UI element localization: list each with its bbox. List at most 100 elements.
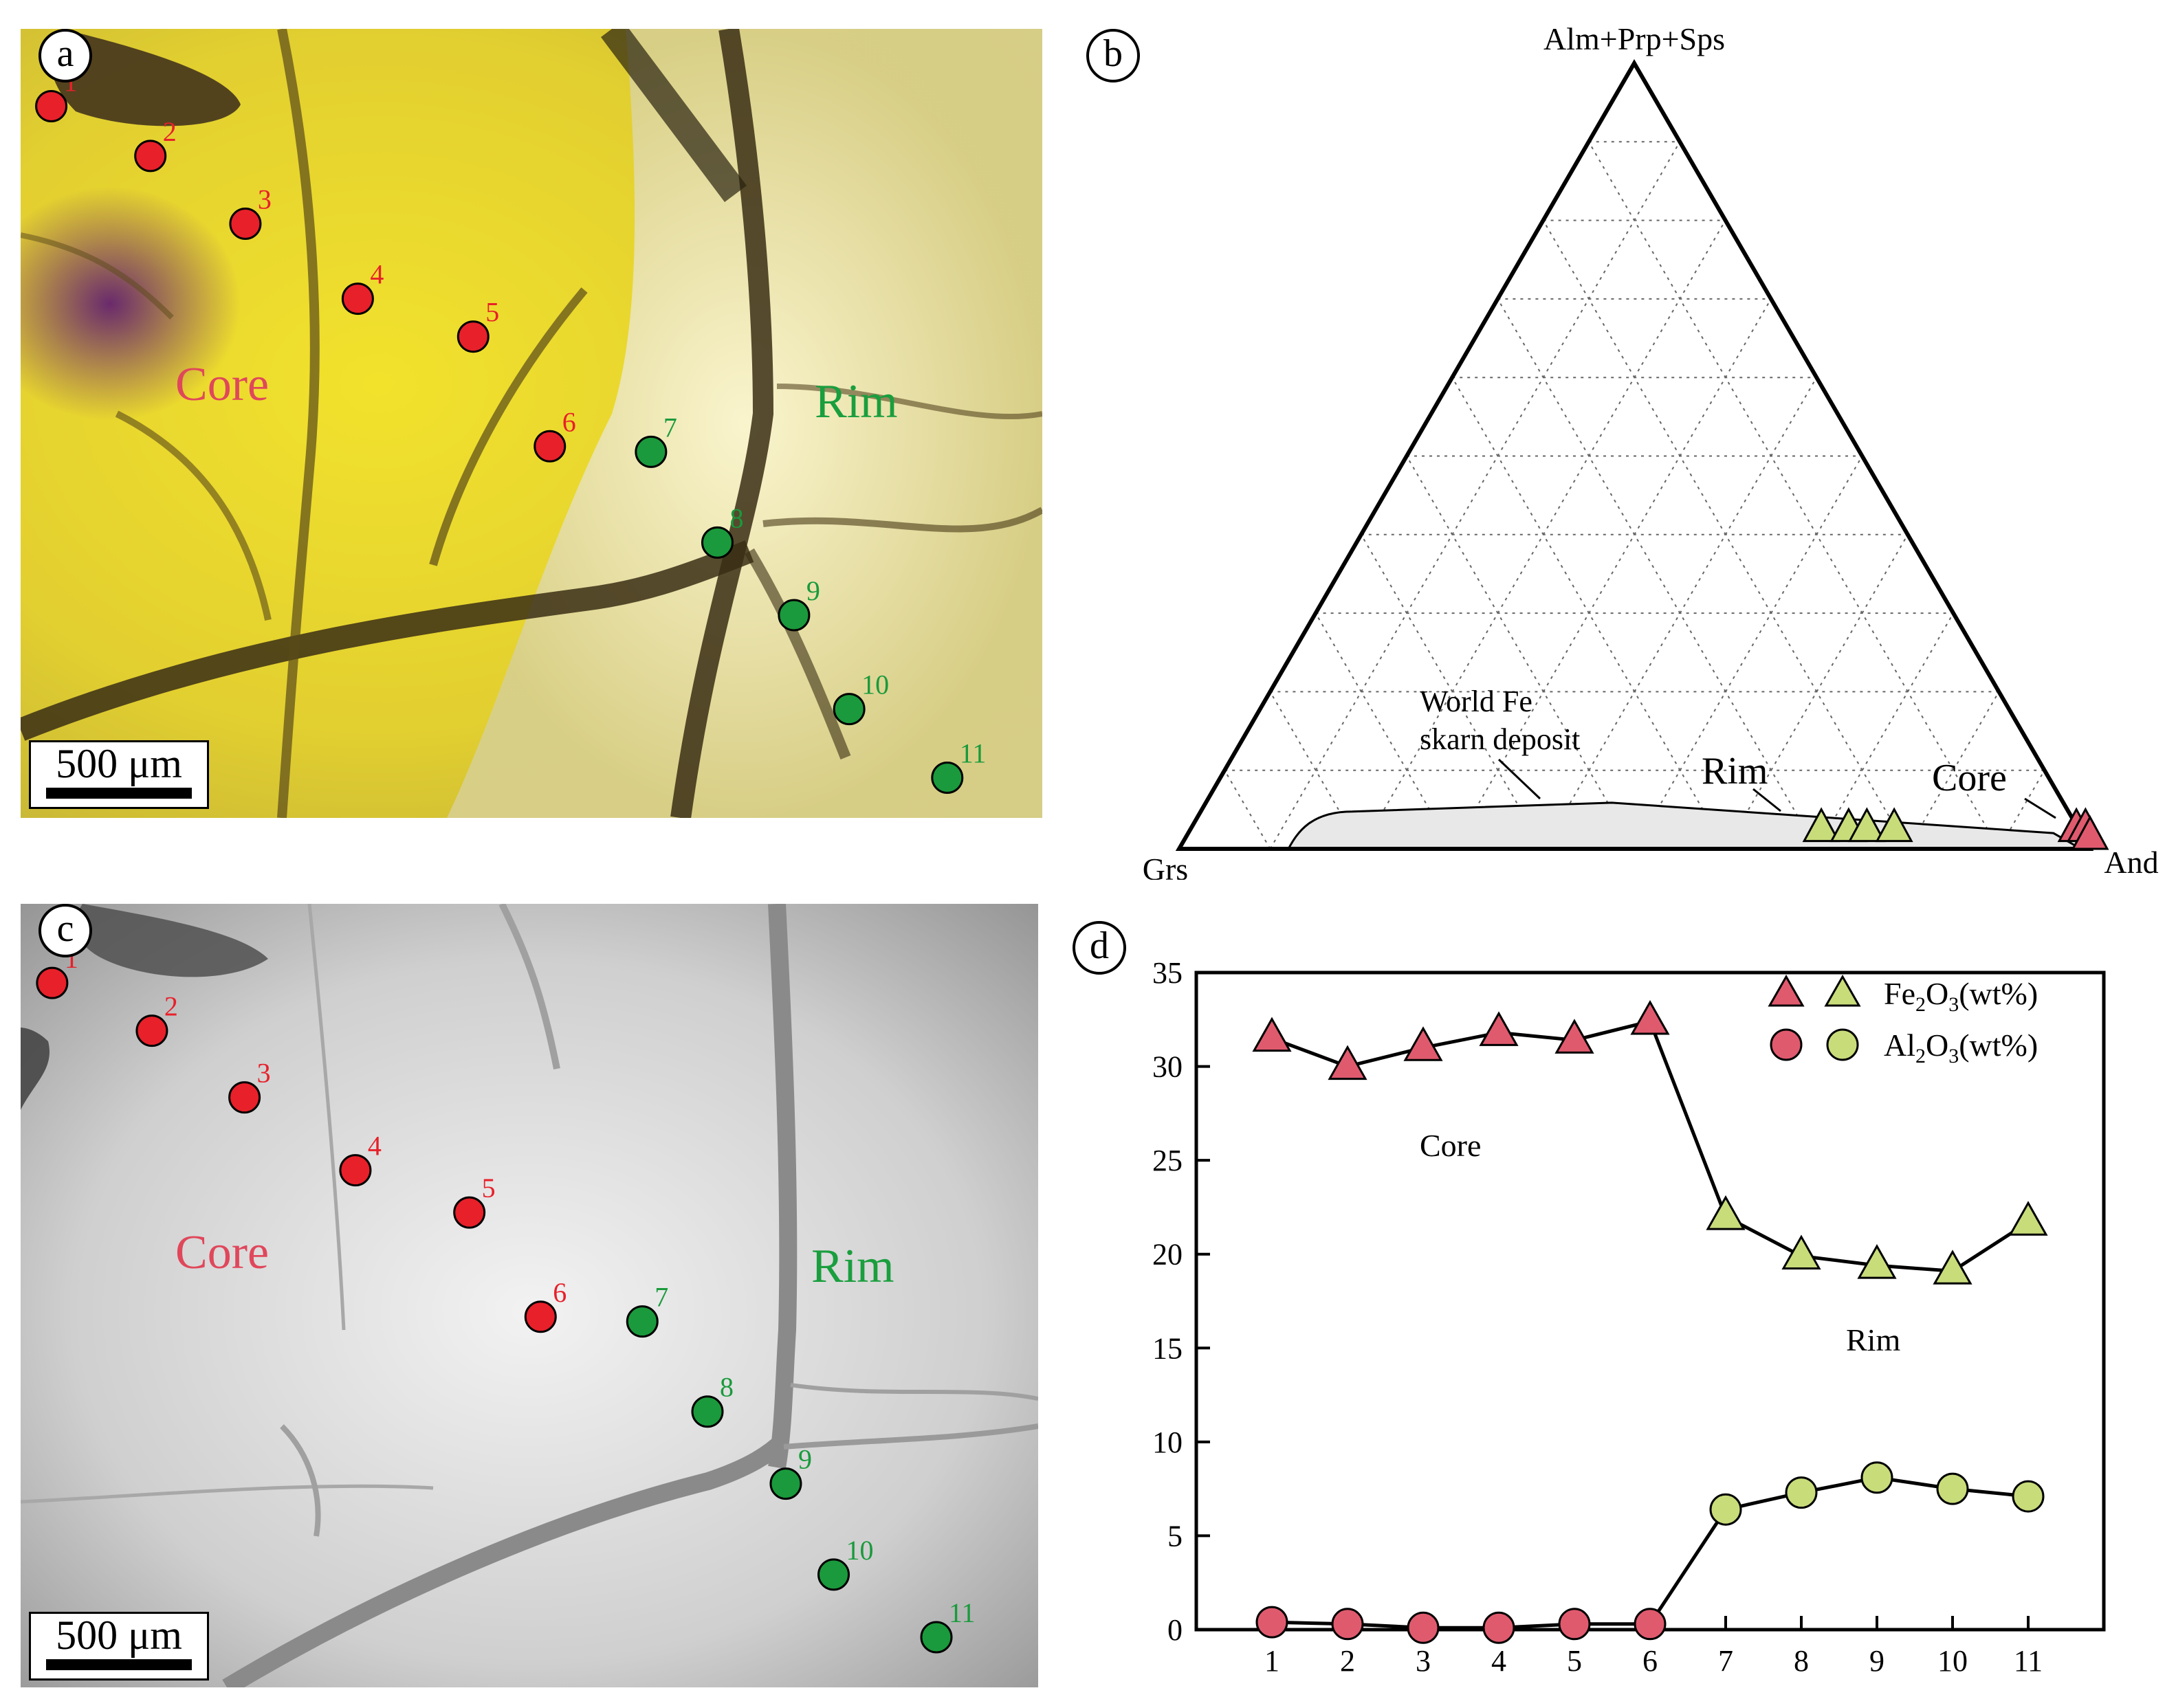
series-markers <box>1252 999 2048 1644</box>
fe2o3-point-8 <box>1781 1234 1821 1269</box>
c-spot-6 <box>524 1300 557 1333</box>
grid-grs-3 <box>1497 298 1818 850</box>
a-spot-label-2: 2 <box>163 116 177 147</box>
fe2o3-point-7 <box>1706 1195 1746 1230</box>
rim-label-c: Rim <box>811 1240 894 1293</box>
y-tick-label-5: 5 <box>1167 1519 1183 1553</box>
c-spot-7 <box>626 1305 659 1338</box>
fe2o3-point-3 <box>1403 1026 1443 1061</box>
c-spot-label-4: 4 <box>368 1131 382 1162</box>
x-tick-label-6: 6 <box>1642 1644 1658 1678</box>
scale-label-c: 500 μm <box>56 1612 182 1658</box>
legend-al-part1: Al <box>1884 1028 1915 1063</box>
x-axis: 1 2 3 4 5 6 7 8 9 10 11 <box>1264 1616 2043 1678</box>
c-spot-4 <box>339 1154 372 1187</box>
photomicrograph-c: 1 2 3 4 5 6 7 8 9 10 11 Core Rim <box>21 904 1038 1687</box>
c-spot-9 <box>769 1467 802 1500</box>
al2o3-point-4 <box>1482 1611 1515 1644</box>
x-tick-label-3: 3 <box>1416 1644 1431 1678</box>
fe2o3-point-6 <box>1630 999 1670 1035</box>
c-spot-11 <box>920 1621 953 1654</box>
legend-fe-core-marker <box>1768 974 1805 1007</box>
c-spot-label-5: 5 <box>482 1173 496 1204</box>
c-spot-3 <box>228 1081 261 1114</box>
al2o3-point-5 <box>1558 1608 1591 1641</box>
c-spot-10 <box>817 1558 850 1591</box>
ternary-frame <box>1175 59 2094 851</box>
al2o3-point-6 <box>1634 1608 1667 1641</box>
a-spot-1 <box>35 90 68 123</box>
skarn-annotation-line2: skarn deposit <box>1420 722 1580 756</box>
al2o3-point-7 <box>1709 1493 1742 1526</box>
y-tick-label-35: 35 <box>1152 956 1183 990</box>
x-tick-label-7: 7 <box>1718 1644 1733 1678</box>
scale-label-a: 500 μm <box>56 741 182 786</box>
c-spot-label-8: 8 <box>720 1372 734 1403</box>
a-spot-label-10: 10 <box>861 669 889 700</box>
core-arrow <box>2024 797 2056 819</box>
ternary-diagram: Alm+Prp+Sps Grs And World Fe skarn depos… <box>1143 21 2159 887</box>
c-spot-5 <box>453 1196 486 1229</box>
legend-al-rim-marker <box>1826 1028 1859 1061</box>
legend-fe-label: Fe2O3(wt%) <box>1884 976 2038 1016</box>
al2o3-point-9 <box>1860 1461 1893 1494</box>
y-tick-label-30: 30 <box>1152 1050 1183 1084</box>
rim-annotation: Rim <box>1702 750 1768 792</box>
a-spot-label-8: 8 <box>729 502 743 533</box>
a-spot-8 <box>701 526 734 559</box>
a-spot-6 <box>534 430 567 463</box>
x-tick-label-10: 10 <box>1937 1644 1968 1678</box>
a-spot-2 <box>134 140 167 173</box>
panel-letter-b: b <box>1086 29 1140 82</box>
panel-letter-c: c <box>39 904 92 957</box>
y-tick-label-20: 20 <box>1152 1238 1183 1272</box>
scale-bar-c: 500 μm <box>29 1612 209 1681</box>
a-spot-7 <box>635 435 668 468</box>
a-spot-label-3: 3 <box>258 184 272 215</box>
grid-and-5 <box>1634 455 1863 850</box>
legend-fe-sub1: 2 <box>1915 993 1926 1016</box>
a-spot-5 <box>457 320 490 353</box>
fe2o3-point-4 <box>1479 1011 1519 1046</box>
a-spot-label-9: 9 <box>806 575 820 606</box>
a-spot-9 <box>778 599 811 632</box>
x-tick-label-9: 9 <box>1869 1644 1884 1678</box>
ternary-grid <box>1224 141 2045 850</box>
c-spot-8 <box>691 1395 724 1428</box>
legend-fe-part2: O <box>1926 976 1948 1011</box>
fe2o3-point-1 <box>1252 1017 1292 1052</box>
c-spot-label-3: 3 <box>257 1058 271 1089</box>
al2o3-point-10 <box>1936 1472 1969 1505</box>
skarn-annotation-line1: World Fe <box>1420 685 1532 718</box>
legend-al-part2: O <box>1926 1028 1948 1063</box>
c-spot-label-7: 7 <box>655 1282 668 1313</box>
rim-label-a: Rim <box>815 375 898 428</box>
rim-zone-label: Rim <box>1846 1322 1900 1357</box>
fe2o3-point-9 <box>1857 1244 1897 1279</box>
x-tick-label-11: 11 <box>2014 1644 2043 1678</box>
c-spot-label-2: 2 <box>164 991 178 1022</box>
core-zone-label: Core <box>1420 1128 1481 1163</box>
a-spot-4 <box>341 282 374 315</box>
c-spot-label-10: 10 <box>846 1535 874 1566</box>
ternary-point-core-3 <box>2071 814 2109 850</box>
grid-grs-6 <box>1360 534 1544 850</box>
c-spot-2 <box>135 1014 168 1047</box>
x-tick-label-5: 5 <box>1567 1644 1582 1678</box>
apex-label-top: Alm+Prp+Sps <box>1543 21 1725 56</box>
y-tick-label-15: 15 <box>1152 1331 1183 1365</box>
legend-al-core-marker <box>1770 1028 1803 1061</box>
grid-and-1 <box>1269 141 1681 850</box>
legend-fe-part3: (wt%) <box>1959 976 2038 1011</box>
legend-fe-rim-marker <box>1824 974 1861 1007</box>
legend-al-part3: (wt%) <box>1959 1028 2038 1063</box>
c-spot-1 <box>36 966 69 999</box>
a-spot-11 <box>931 761 964 794</box>
ternary-point-rim-3 <box>1847 807 1886 843</box>
